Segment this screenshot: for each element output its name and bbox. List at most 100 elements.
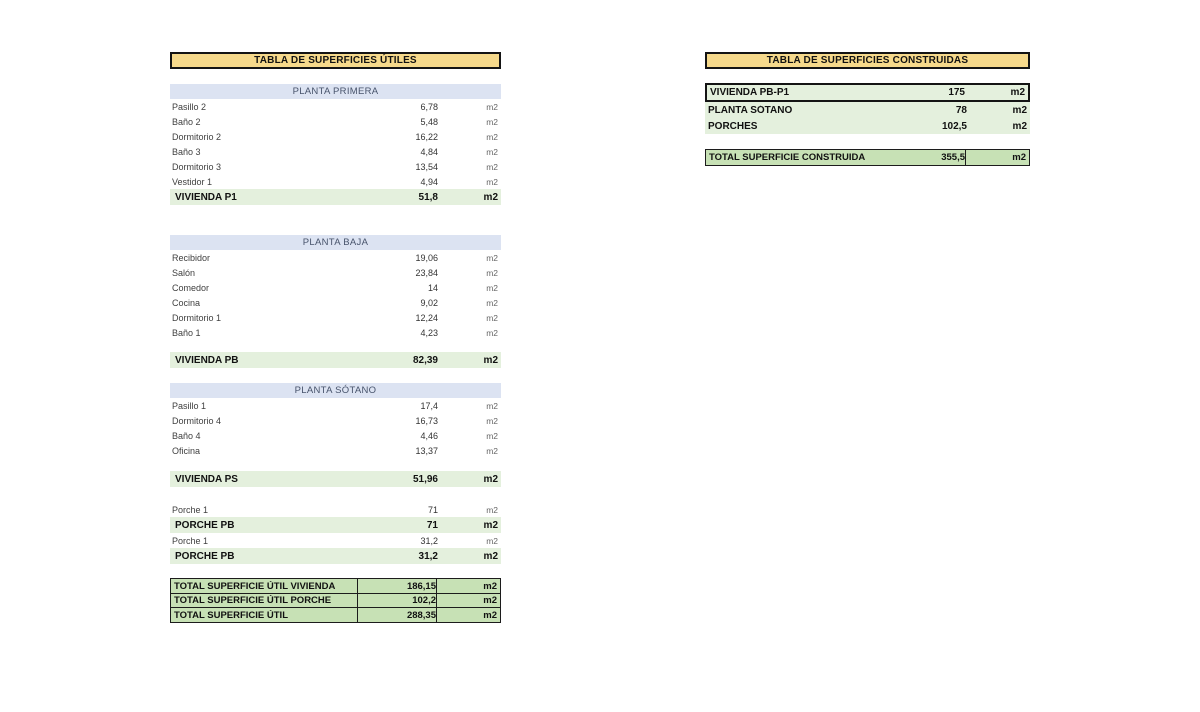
- section-header-planta-baja: PLANTA BAJA: [170, 235, 501, 250]
- subtotal-row-porche-pb: PORCHE PB 71 m2: [170, 517, 501, 533]
- row-label: Baño 1: [172, 327, 201, 338]
- subtotal-value: 51,96: [412, 473, 438, 485]
- row-value: 14: [427, 282, 438, 293]
- subtotal-row-vivienda-ps: VIVIENDA PS 51,96 m2: [170, 471, 501, 487]
- total-label: TOTAL SUPERFICIE ÚTIL PORCHE: [174, 595, 332, 606]
- row-unit: m2: [486, 131, 498, 142]
- row-label: Comedor: [172, 282, 210, 293]
- row-unit: m2: [486, 445, 498, 456]
- row-vivienda-pb-p1: VIVIENDA PB-P1 175 m2: [705, 83, 1030, 102]
- row-unit: m2: [486, 535, 498, 546]
- table-row: Vestidor 1 4,94 m2: [170, 174, 501, 189]
- row-value: 6,78: [420, 101, 438, 112]
- subtotal-unit: m2: [483, 354, 498, 366]
- row-value: 4,46: [420, 430, 438, 441]
- table-row: Pasillo 2 6,78 m2: [170, 99, 501, 114]
- subtotal-row-vivienda-pb: VIVIENDA PB 82,39 m2: [170, 352, 501, 368]
- row-value: 31,2: [420, 535, 438, 546]
- row-value: 5,48: [420, 116, 438, 127]
- table-row: Dormitorio 3 13,54 m2: [170, 159, 501, 174]
- subtotal-value: 71: [426, 519, 438, 531]
- row-label: Baño 2: [172, 116, 201, 127]
- total-label: TOTAL SUPERFICIE ÚTIL VIVIENDA: [174, 580, 336, 592]
- useful-areas-table-title: TABLA DE SUPERFICIES ÚTILES: [170, 52, 501, 69]
- row-label: Dormitorio 3: [172, 161, 222, 172]
- section-header-planta-primera: PLANTA PRIMERA: [170, 84, 501, 99]
- total-unit: m2: [483, 580, 497, 592]
- row-value: 4,94: [420, 176, 438, 187]
- subtotal-value: 51,8: [418, 191, 438, 203]
- row-label: Pasillo 2: [172, 101, 207, 112]
- row-value: 16,22: [415, 131, 438, 142]
- total-value: 102,2: [357, 593, 437, 608]
- subtotal-unit: m2: [483, 519, 498, 531]
- built-areas-table: TABLA DE SUPERFICIES CONSTRUIDAS VIVIEND…: [705, 52, 1030, 166]
- total-value: 355,5: [941, 152, 965, 163]
- row-unit: m2: [486, 252, 498, 263]
- row-label: Porche 1: [172, 535, 209, 546]
- row-unit: m2: [486, 297, 498, 308]
- row-value: 102,5: [941, 120, 967, 132]
- row-value: 78: [955, 104, 967, 116]
- row-unit: m2: [486, 267, 498, 278]
- table-row: Baño 2 5,48 m2: [170, 114, 501, 129]
- table-row: Dormitorio 2 16,22 m2: [170, 129, 501, 144]
- row-label: Oficina: [172, 445, 201, 456]
- table-row: Salón 23,84 m2: [170, 265, 501, 280]
- row-unit: m2: [486, 176, 498, 187]
- table-row: Oficina 13,37 m2: [170, 443, 501, 458]
- section-header-planta-sotano: PLANTA SÓTANO: [170, 383, 501, 398]
- row-label: Dormitorio 4: [172, 415, 222, 426]
- table-row: Baño 4 4,46 m2: [170, 428, 501, 443]
- total-value: 186,15: [357, 579, 437, 593]
- table-row: Recibidor 19,06 m2: [170, 250, 501, 265]
- row-unit: m2: [486, 116, 498, 127]
- total-row-construida: TOTAL SUPERFICIE CONSTRUIDA 355,5 m2: [705, 149, 1030, 166]
- row-label: Recibidor: [172, 252, 211, 263]
- table-row-porche: Porche 1 31,2 m2: [170, 533, 501, 548]
- row-unit: m2: [486, 161, 498, 172]
- table-row: Baño 3 4,84 m2: [170, 144, 501, 159]
- built-areas-table-title: TABLA DE SUPERFICIES CONSTRUIDAS: [705, 52, 1030, 69]
- row-unit: m2: [486, 101, 498, 112]
- subtotal-value: 82,39: [412, 354, 438, 366]
- total-row-util-porche: TOTAL SUPERFICIE ÚTIL PORCHE 102,2 m2: [170, 592, 501, 609]
- row-value: 17,4: [420, 400, 438, 411]
- subtotal-value: 31,2: [418, 550, 438, 562]
- row-value: 71: [427, 504, 438, 515]
- row-label: VIVIENDA PB-P1: [710, 87, 790, 98]
- subtotal-unit: m2: [483, 550, 498, 562]
- table-row: Cocina 9,02 m2: [170, 295, 501, 310]
- total-value: 288,35: [357, 608, 437, 622]
- row-planta-sotano: PLANTA SÓTANO 78 m2: [705, 102, 1030, 118]
- subtotal-label: PORCHE PB: [175, 519, 235, 531]
- total-unit: m2: [483, 609, 497, 621]
- total-unit: m2: [965, 150, 1029, 165]
- row-unit: m2: [486, 146, 498, 157]
- row-unit: m2: [486, 430, 498, 441]
- row-value: 13,37: [415, 445, 438, 456]
- subtotal-label: VIVIENDA PS: [175, 473, 238, 485]
- table-row: Pasillo 1 17,4 m2: [170, 398, 501, 413]
- row-porches: PORCHES 102,5 m2: [705, 118, 1030, 134]
- row-value: 13,54: [415, 161, 438, 172]
- row-label: Cocina: [172, 297, 201, 308]
- row-label: Pasillo 1: [172, 400, 207, 411]
- row-unit: m2: [1012, 104, 1027, 116]
- table-row: Dormitorio 1 12,24 m2: [170, 310, 501, 325]
- subtotal-row-vivienda-p1: VIVIENDA P1 51,8 m2: [170, 189, 501, 205]
- row-value: 4,23: [420, 327, 438, 338]
- total-unit: m2: [483, 595, 497, 606]
- grand-total-row-util: TOTAL SUPERFICIE ÚTIL 288,35 m2: [170, 607, 501, 623]
- row-label: Dormitorio 1: [172, 312, 222, 323]
- row-unit: m2: [486, 400, 498, 411]
- row-value: 19,06: [415, 252, 438, 263]
- row-label: Dormitorio 2: [172, 131, 222, 142]
- row-unit: m2: [1010, 87, 1025, 98]
- row-label: Baño 4: [172, 430, 201, 441]
- row-label: Salón: [172, 267, 196, 278]
- row-unit: m2: [486, 282, 498, 293]
- row-unit: m2: [1012, 120, 1027, 132]
- table-row: Baño 1 4,23 m2: [170, 325, 501, 340]
